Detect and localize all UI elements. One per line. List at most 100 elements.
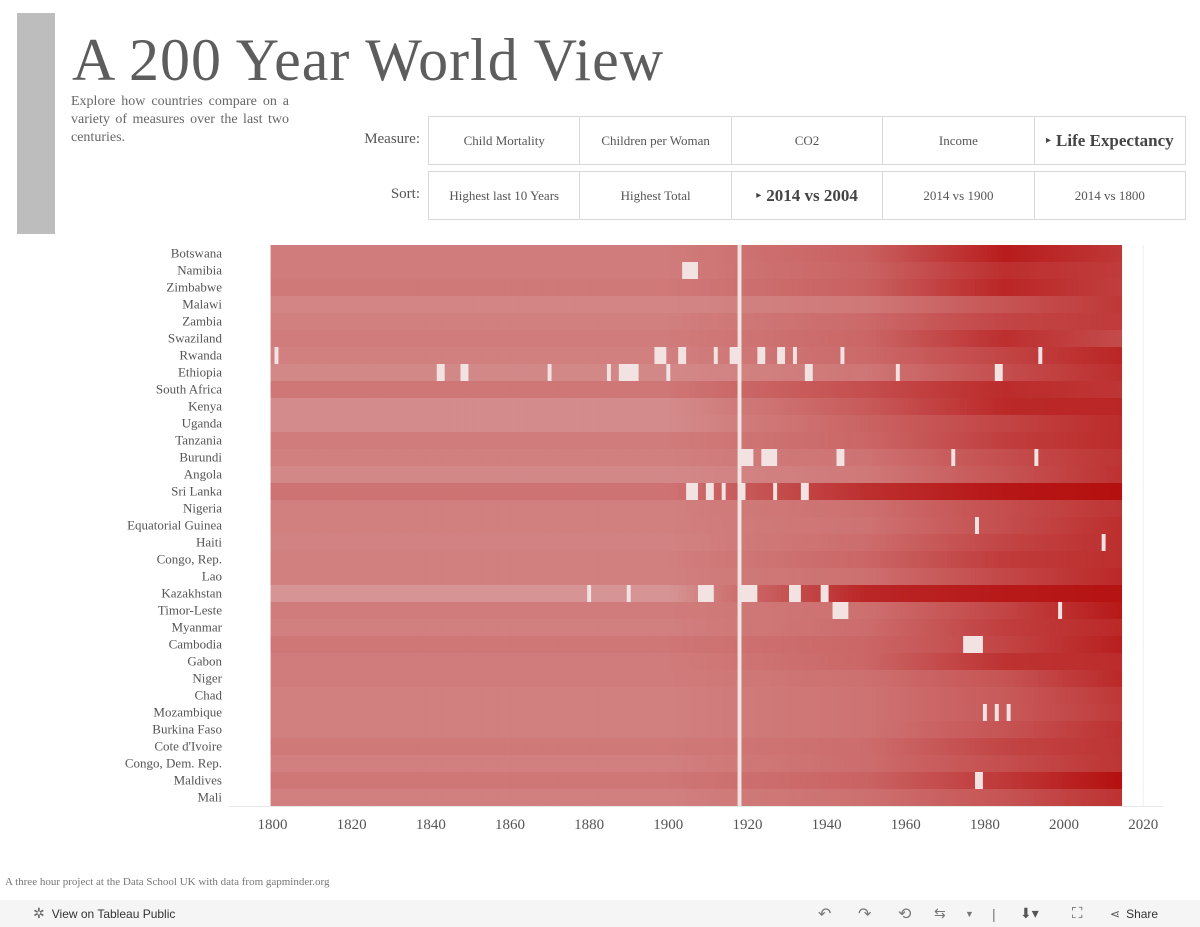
heatmap-cell [559, 449, 565, 466]
heatmap-cell [852, 466, 857, 483]
heatmap-cell [1113, 296, 1119, 313]
heatmap-cell [777, 432, 782, 449]
heatmap-cell [310, 602, 315, 619]
heatmap-cell [353, 534, 359, 551]
sort-option-2014-vs-1900[interactable]: 2014 vs 1900 [883, 172, 1035, 219]
heatmap-cell [638, 330, 644, 347]
heatmap-cell [1093, 602, 1099, 619]
heatmap-cell [1101, 245, 1107, 262]
heatmap-cell [963, 585, 968, 602]
heatmap-cell [923, 432, 929, 449]
heatmap-cell [856, 517, 861, 534]
heatmap-cell [567, 534, 572, 551]
heatmap-cell [836, 381, 842, 398]
heatmap-cell [816, 381, 822, 398]
heatmap-cell [1105, 483, 1111, 500]
heatmap-cell [880, 466, 885, 483]
measure-option-children-per-woman[interactable]: Children per Woman [580, 117, 732, 164]
heatmap-cell [832, 313, 838, 330]
heatmap-cell [551, 619, 557, 636]
heatmap-cell [678, 381, 683, 398]
measure-option-child-mortality[interactable]: Child Mortality [429, 117, 581, 164]
heatmap-cell [1073, 347, 1079, 364]
heatmap-cell [919, 568, 925, 585]
heatmap-cell [931, 534, 937, 551]
heatmap-cell [480, 381, 485, 398]
heatmap-cell [891, 415, 897, 432]
heatmap-cell [547, 619, 553, 636]
heatmap-cell [1062, 296, 1067, 313]
heatmap-cell [460, 517, 466, 534]
heatmap-cell [650, 262, 656, 279]
heatmap-cell [369, 585, 375, 602]
heatmap-cell [1022, 245, 1028, 262]
heatmap-cell [393, 381, 398, 398]
heatmap-cell [1018, 279, 1024, 296]
heatmap-cell [389, 415, 394, 432]
heatmap-cell [468, 364, 473, 381]
heatmap-cell [848, 296, 853, 313]
heatmap-cell [583, 551, 588, 568]
heatmap-cell [508, 313, 513, 330]
measure-option-income[interactable]: Income [883, 117, 1035, 164]
heatmap-cell [1046, 517, 1051, 534]
heatmap-cell [420, 245, 426, 262]
heatmap-cell [789, 602, 794, 619]
life-expectancy-heatmap[interactable]: BotswanaNamibiaZimbabweMalawiZambiaSwazi… [0, 236, 1200, 846]
heatmap-cell [559, 500, 565, 517]
heatmap-cell [1070, 398, 1075, 415]
heatmap-cell [1046, 483, 1051, 500]
heatmap-cell [547, 585, 553, 602]
sort-option-2014-vs-2004[interactable]: ▸ 2014 vs 2004 [732, 172, 884, 219]
heatmap-cell [864, 347, 869, 364]
heatmap-cell [876, 449, 881, 466]
sort-option-2014-vs-1800[interactable]: 2014 vs 1800 [1035, 172, 1185, 219]
heatmap-cell [306, 534, 311, 551]
heatmap-cell [658, 568, 663, 585]
measure-option-life-expectancy[interactable]: ▸ Life Expectancy [1035, 117, 1185, 164]
sort-option-label: Highest last 10 Years [449, 187, 560, 203]
sort-option-highest-total[interactable]: Highest Total [580, 172, 732, 219]
heatmap-cell [428, 415, 434, 432]
heatmap-cell [971, 619, 976, 636]
heatmap-cell [816, 415, 822, 432]
heatmap-cell [967, 415, 972, 432]
heatmap-cell [496, 619, 501, 636]
heatmap-cell [591, 432, 596, 449]
heatmap-cell [480, 602, 485, 619]
heatmap-cell [539, 330, 545, 347]
heatmap-cell [1026, 619, 1032, 636]
heatmap-cell [642, 415, 648, 432]
heatmap-cell [1002, 313, 1008, 330]
heatmap-cell [322, 500, 327, 517]
heatmap-cell [717, 568, 723, 585]
heatmap-cell [733, 483, 739, 500]
heatmap-cell [785, 398, 790, 415]
heatmap-cell [318, 347, 323, 364]
heatmap-cell [329, 466, 335, 483]
heatmap-cell [895, 330, 901, 347]
sort-option-highest-last-10-years[interactable]: Highest last 10 Years [429, 172, 581, 219]
heatmap-cell [555, 534, 561, 551]
heatmap-cell [705, 619, 711, 636]
heatmap-cell [963, 364, 968, 381]
heatmap-cell [361, 381, 367, 398]
heatmap-cell [1101, 330, 1107, 347]
heatmap-cell [626, 449, 632, 466]
heatmap-cell [646, 449, 652, 466]
heatmap-cell [420, 568, 426, 585]
heatmap-cell [318, 245, 323, 262]
heatmap-cell [808, 449, 814, 466]
heatmap-cell [341, 534, 347, 551]
heatmap-cell [496, 432, 501, 449]
heatmap-cell [488, 262, 493, 279]
heatmap-cell [876, 619, 881, 636]
heatmap-cell [587, 364, 592, 381]
heatmap-cell [757, 602, 762, 619]
heatmap-cell [741, 432, 747, 449]
heatmap-cell [990, 568, 996, 585]
heatmap-cell [361, 296, 367, 313]
heatmap-cell [571, 534, 576, 551]
measure-option-co2[interactable]: CO2 [732, 117, 884, 164]
heatmap-cell [337, 551, 343, 568]
